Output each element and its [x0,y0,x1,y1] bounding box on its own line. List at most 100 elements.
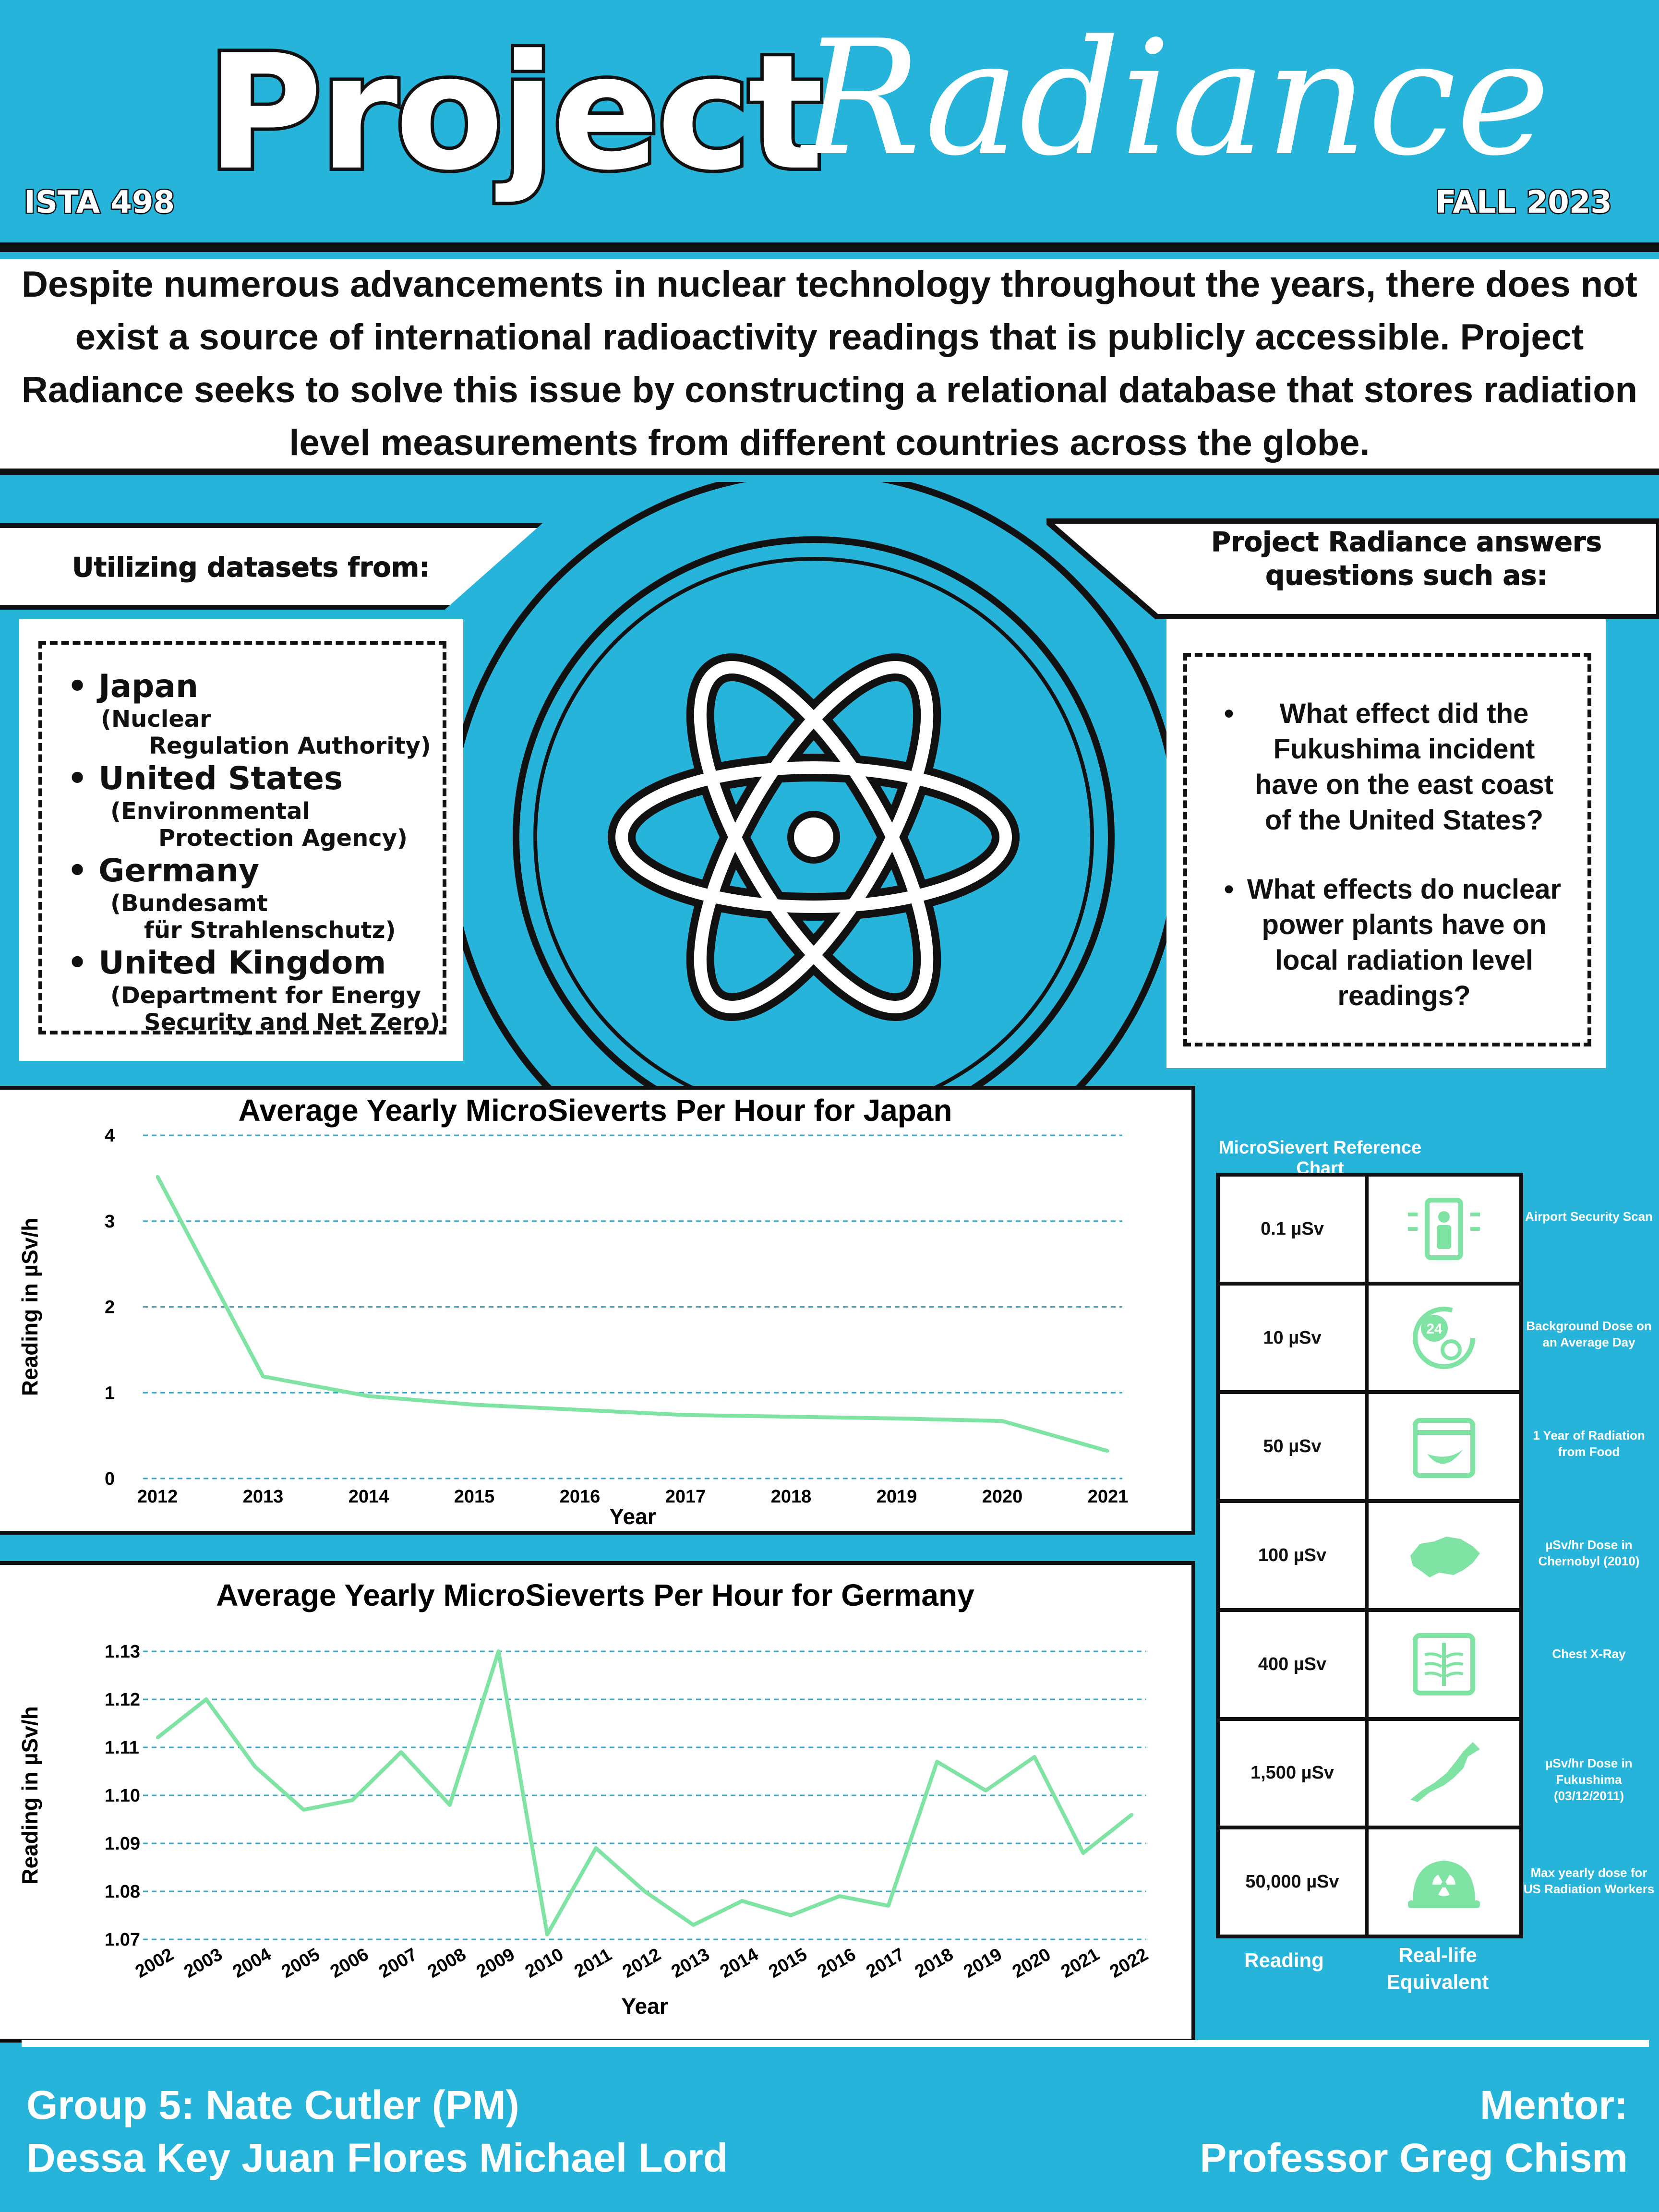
x-tick-label: 2011 [571,1945,615,1982]
dataset-country: United States [98,760,343,797]
x-tick-label: 2021 [1088,1487,1129,1507]
y-axis-label: Reading in µSv/h [17,1706,42,1885]
x-tick-label: 2013 [668,1944,713,1982]
y-tick-label: 1.11 [105,1738,139,1758]
data-point [643,1890,646,1893]
reference-icon-cell [1369,1829,1519,1935]
datasets-list: • Japan (Nuclear Regulation Authority) •… [67,667,451,1036]
japan-line-chart: Average Yearly MicroSieverts Per Hour fo… [17,1093,1129,1529]
y-tick-label: 2 [105,1298,115,1318]
data-point [741,1899,744,1902]
reference-row: 10 µSv 24 [1220,1285,1519,1395]
x-tick-label: 2018 [912,1944,957,1982]
reference-col-equivalent-line2: Equivalent [1386,1971,1489,1993]
dataset-agency: (Nuclear [101,706,211,733]
data-point [594,1847,598,1850]
reference-icon-cell [1369,1612,1519,1717]
dataset-agency: Protection Agency) [158,825,408,852]
calendar-banana-icon [1413,1418,1475,1478]
x-tick-label: 2012 [137,1487,178,1507]
x-tick-label: 2016 [560,1487,601,1507]
reference-description: µSv/hr Dose in Fukushima (03/12/2011) [1545,1756,1633,1803]
data-point [1033,1755,1036,1758]
x-tick-label: 2010 [522,1944,567,1982]
dataset-country: Germany [98,852,259,889]
data-point [789,1914,793,1917]
reference-description: Background Dose on an Average Day [1526,1318,1652,1349]
dataset-agency: (Bundesamt [110,890,268,917]
germany-line-chart: Average Yearly MicroSieverts Per Hour fo… [17,1578,1152,2019]
data-point [253,1765,256,1768]
questions-heading-line1: Project Radiance answers [1211,527,1602,558]
x-tick-label: 2015 [765,1944,810,1982]
x-tick-label: 2020 [1009,1944,1054,1982]
x-tick-label: 2007 [375,1944,421,1982]
reference-description: µSv/hr Dose in Chernobyl (2010) [1538,1537,1640,1568]
dataset-item-germany: • Germany (Bundesamt für Strahlenschutz) [67,852,451,944]
chest-xray-icon [1413,1633,1475,1696]
reference-icon-cell [1369,1721,1519,1826]
data-point [936,1760,938,1763]
data-point [684,1413,687,1417]
japan-map-icon [1410,1742,1480,1802]
data-point [1106,1449,1109,1453]
x-axis-label: Year [621,1994,668,2019]
security-scanner-icon [1408,1198,1480,1261]
question-text: What effects do nuclear power plants hav… [1247,874,1562,1011]
svg-text:24: 24 [1426,1321,1443,1337]
y-axis-label: Reading in µSv/h [17,1218,42,1396]
data-point [1082,1851,1085,1854]
data-point [302,1808,305,1811]
data-point [887,1904,890,1907]
chart-title: Average Yearly MicroSieverts Per Hour fo… [216,1578,974,1612]
data-point [790,1415,793,1419]
y-tick-label: 1.13 [105,1642,140,1662]
data-point [497,1650,500,1653]
dataset-agency: (Environmental [110,798,310,825]
group-line1: Group 5: Nate Cutler (PM) [26,2082,519,2128]
x-axis-label: Year [609,1504,656,1529]
dataset-agency: (Department for Energy [110,982,421,1009]
reference-value: 100 µSv [1220,1503,1369,1608]
x-tick-label: 2006 [327,1944,372,1982]
reference-value: 400 µSv [1220,1611,1369,1717]
germany-chart-panel: Average Yearly MicroSieverts Per Hour fo… [0,1561,1195,2043]
dataset-item-japan: • Japan (Nuclear Regulation Authority) [67,667,451,759]
header-divider [0,242,1659,252]
datasets-heading: Utilizing datasets from: [72,552,431,584]
x-tick-label: 2009 [473,1944,518,1982]
mentor-name: Professor Greg Chism [1200,2135,1628,2180]
question-item: • What effects do nuclear power plants h… [1219,872,1570,1014]
intro-text: Despite numerous advancements in nuclear… [21,264,1638,463]
x-tick-label: 2022 [1106,1944,1152,1982]
x-tick-label: 2019 [877,1487,917,1507]
reference-description: Chest X-Ray [1552,1647,1626,1661]
bullet-icon: • [67,852,99,889]
reference-icon-cell [1369,1394,1519,1499]
reference-row: 50 µSv [1220,1394,1519,1503]
x-tick-label: 2017 [863,1944,908,1982]
reference-description: Airport Security Scan [1525,1209,1653,1224]
questions-list: • What effect did the Fukushima incident… [1219,696,1570,1014]
reference-col-reading: Reading [1244,1949,1324,1972]
x-tick-label: 2008 [424,1944,469,1982]
questions-panel: • What effect did the Fukushima incident… [1166,619,1606,1068]
reference-description: Max yearly dose for US Radiation Workers [1523,1865,1655,1897]
x-tick-label: 2005 [278,1944,323,1982]
reference-icon-cell [1369,1503,1519,1608]
data-point [399,1751,403,1754]
japan-chart-panel: Average Yearly MicroSieverts Per Hour fo… [0,1086,1195,1535]
x-tick-label: 2021 [1058,1944,1103,1982]
reference-value: 50 µSv [1220,1394,1369,1500]
y-tick-label: 1.08 [105,1882,140,1902]
atom-emblem [445,482,1182,1096]
questions-banner-shape [1046,518,1659,619]
reference-row: 50,000 µSv [1220,1829,1519,1935]
bullet-icon: • [67,944,99,981]
x-tick-label: 2019 [960,1944,1005,1982]
data-point [351,1799,354,1802]
data-point [1130,1813,1133,1816]
bullet-icon: • [67,760,99,797]
questions-heading: Project Radiance answers questions such … [1166,526,1647,593]
x-tick-label: 2013 [243,1487,284,1507]
